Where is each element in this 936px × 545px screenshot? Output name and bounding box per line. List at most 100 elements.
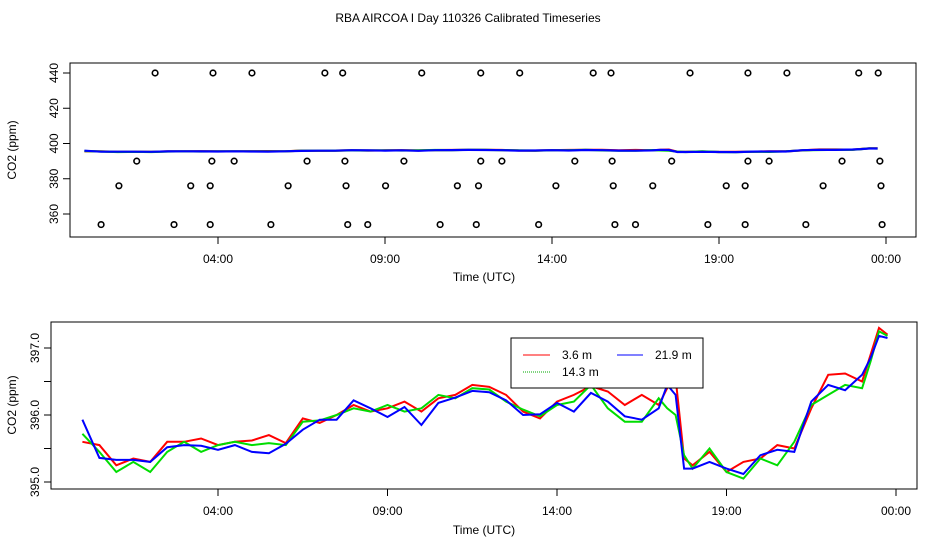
marker-point xyxy=(381,182,390,190)
marker-point xyxy=(436,220,444,229)
top-y-tick-label: 360 xyxy=(47,204,61,224)
marker-point xyxy=(208,157,216,165)
marker-point xyxy=(418,69,426,77)
top-series-lines xyxy=(84,147,878,154)
top-x-tick-label: 04:00 xyxy=(203,252,233,266)
marker-point xyxy=(303,157,311,165)
top-y-axis-label: CO2 (ppm) xyxy=(5,120,19,179)
legend: 3.6 m 21.9 m 14.3 m xyxy=(510,337,704,389)
bottom-x-tick-label: 09:00 xyxy=(372,504,402,518)
top-y-axis: 360 380 400 420 440 xyxy=(47,63,70,224)
bottom-x-axis-label: Time (UTC) xyxy=(453,523,515,537)
marker-point xyxy=(133,157,141,165)
marker-point xyxy=(552,182,560,190)
marker-point xyxy=(284,182,292,190)
marker-point xyxy=(855,69,863,77)
marker-point xyxy=(453,182,461,190)
marker-point xyxy=(516,69,524,77)
marker-point xyxy=(474,182,483,190)
marker-point xyxy=(571,157,579,165)
marker-point xyxy=(170,220,178,229)
marker-point xyxy=(649,182,657,190)
marker-point xyxy=(344,220,352,229)
bottom-y-tick-label: 396.0 xyxy=(28,400,42,430)
marker-point xyxy=(97,220,105,229)
top-y-tick-label: 440 xyxy=(47,63,61,83)
marker-point xyxy=(187,182,195,190)
marker-point xyxy=(878,220,886,229)
marker-point xyxy=(765,157,773,165)
top-markers xyxy=(97,69,886,229)
top-x-axis: 04:00 09:00 14:00 19:00 00:00 xyxy=(203,237,901,266)
marker-point xyxy=(477,69,485,77)
marker-point xyxy=(341,157,349,165)
bottom-x-tick-label: 04:00 xyxy=(203,504,233,518)
marker-point xyxy=(802,220,810,229)
marker-point xyxy=(339,69,347,77)
top-x-tick-label: 19:00 xyxy=(704,252,734,266)
marker-point xyxy=(321,69,329,77)
marker-point xyxy=(400,157,408,165)
bottom-x-tick-label: 00:00 xyxy=(881,504,911,518)
marker-point xyxy=(686,69,694,77)
top-x-tick-label: 09:00 xyxy=(370,252,400,266)
bottom-x-axis: 04:00 09:00 14:00 19:00 00:00 xyxy=(203,489,911,518)
marker-point xyxy=(741,182,749,190)
top-x-tick-label: 00:00 xyxy=(871,252,901,266)
marker-point xyxy=(874,69,882,77)
bottom-y-axis: 395.0 396.0 397.0 xyxy=(28,333,51,497)
marker-point xyxy=(609,182,617,190)
marker-point xyxy=(267,220,275,229)
figure-title: RBA AIRCOA I Day 110326 Calibrated Times… xyxy=(335,11,600,25)
marker-point xyxy=(498,157,506,165)
marker-point xyxy=(722,182,730,190)
marker-point xyxy=(668,157,676,165)
marker-point xyxy=(206,220,214,229)
marker-point xyxy=(744,157,752,165)
marker-point xyxy=(704,220,712,229)
bottom-y-tick-label: 395.0 xyxy=(28,467,42,497)
marker-point xyxy=(744,69,752,77)
legend-label-21-9m: 21.9 m xyxy=(655,348,692,362)
top-y-tick-label: 380 xyxy=(47,168,61,188)
marker-point xyxy=(115,182,123,190)
bottom-series-21-9-m xyxy=(81,334,888,476)
marker-point xyxy=(819,182,827,190)
marker-point xyxy=(230,157,238,165)
marker-point xyxy=(876,157,884,165)
bottom-panel: 04:00 09:00 14:00 19:00 00:00 395.0 396.0 397.… xyxy=(5,321,918,537)
marker-point xyxy=(741,220,749,229)
bottom-x-tick-label: 19:00 xyxy=(711,504,741,518)
marker-point xyxy=(783,69,791,77)
marker-point xyxy=(151,69,159,77)
legend-box xyxy=(510,337,704,389)
top-series-21-9-m xyxy=(84,147,878,154)
top-x-tick-label: 14:00 xyxy=(537,252,567,266)
top-y-tick-label: 420 xyxy=(47,98,61,118)
marker-point xyxy=(342,182,350,190)
marker-point xyxy=(477,157,485,165)
legend-label-14-3m: 14.3 m xyxy=(562,365,599,379)
marker-point xyxy=(472,220,480,229)
marker-point xyxy=(206,182,214,190)
bottom-series-lines xyxy=(81,326,889,480)
marker-point xyxy=(838,157,846,165)
bottom-series-14-3-m xyxy=(81,329,888,480)
marker-point xyxy=(364,220,372,229)
top-plot-frame xyxy=(69,62,917,238)
top-y-tick-label: 400 xyxy=(47,133,61,153)
marker-point xyxy=(589,69,597,77)
marker-point xyxy=(209,69,217,77)
marker-point xyxy=(248,69,256,77)
top-x-axis-label: Time (UTC) xyxy=(453,270,515,284)
marker-point xyxy=(607,69,615,77)
bottom-plot-frame xyxy=(50,321,918,490)
marker-point xyxy=(611,220,619,229)
marker-point xyxy=(877,182,885,190)
marker-point xyxy=(608,157,616,165)
marker-point xyxy=(631,220,640,229)
marker-point xyxy=(535,220,543,229)
bottom-y-axis-label: CO2 (ppm) xyxy=(5,375,19,434)
bottom-x-tick-label: 14:00 xyxy=(542,504,572,518)
top-panel: 04:00 09:00 14:00 19:00 00:00 360 380 400 420 44… xyxy=(5,62,917,284)
